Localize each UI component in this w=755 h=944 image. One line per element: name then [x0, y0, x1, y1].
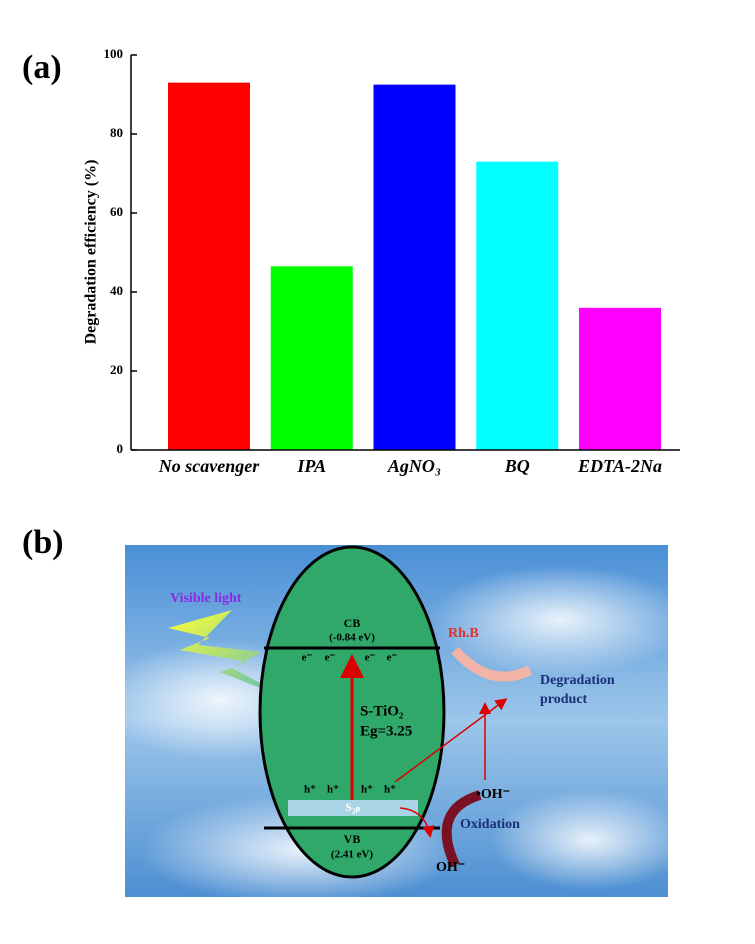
- electron: e⁻: [365, 652, 376, 664]
- y-tick-label: 100: [104, 46, 124, 61]
- hole: h⁺: [361, 784, 373, 796]
- plot: No scavenger IPA AgNO₃ BQ EDTA-2Na 0 20 40 60 80 1…: [104, 46, 680, 476]
- bar: [579, 307, 661, 450]
- y-tick-label: 20: [110, 362, 123, 377]
- hole: h⁺: [327, 784, 339, 796]
- oxidation-arrow: [441, 790, 482, 868]
- x-tick-label: BQ: [504, 456, 530, 476]
- radical: •OH⁻: [476, 787, 510, 802]
- bar: [270, 266, 353, 450]
- x-tick-label: No scavenger: [158, 456, 260, 476]
- y-tick-label: 40: [110, 283, 123, 298]
- y-tick-label: 80: [110, 125, 123, 140]
- product: product: [540, 692, 588, 707]
- product: Degradation: [540, 673, 615, 688]
- bar: [168, 82, 250, 451]
- cloud: [490, 790, 690, 890]
- diagram: Visible light CB (-0.84 eV) VB (2.41 eV)…: [100, 545, 690, 905]
- s2p-level: [288, 800, 418, 816]
- hydroxide: OH⁻: [436, 860, 465, 875]
- x-tick-label: AgNO₃: [387, 456, 441, 476]
- reaction-arrow: [451, 646, 533, 682]
- cb-potential: (-0.84 eV): [329, 632, 375, 644]
- x-tick-label: IPA: [296, 456, 326, 476]
- y-tick-label: 0: [117, 441, 124, 456]
- electron: e⁻: [325, 652, 336, 664]
- light-label: Visible light: [170, 591, 242, 606]
- vb-label: VB: [344, 832, 361, 846]
- vb-potential: (2.41 eV): [331, 849, 373, 861]
- panel-label: (a): [22, 49, 62, 86]
- light-bolt: [168, 610, 296, 702]
- cb-label: CB: [344, 616, 361, 630]
- hole: h⁺: [304, 784, 316, 796]
- cloud: [430, 565, 690, 675]
- state-label: S₂ₚ: [345, 800, 360, 814]
- band-gap: Eg=3.25: [360, 723, 412, 739]
- arrow: [399, 807, 435, 838]
- oxidation-label: Oxidation: [460, 817, 520, 832]
- bar: [476, 161, 559, 450]
- y-tick-label: 60: [110, 204, 123, 219]
- panel-label: (b): [22, 524, 64, 561]
- electron: e⁻: [387, 652, 398, 664]
- hole: h⁺: [384, 784, 396, 796]
- bar: [373, 84, 456, 450]
- y-axis-label: Degradation efficiency (%): [83, 160, 100, 345]
- pollutant: Rh.B: [448, 626, 479, 641]
- x-tick-label: EDTA-2Na: [577, 456, 662, 476]
- material-label: S-TiO₂: [360, 703, 404, 719]
- electron: e⁻: [302, 652, 313, 664]
